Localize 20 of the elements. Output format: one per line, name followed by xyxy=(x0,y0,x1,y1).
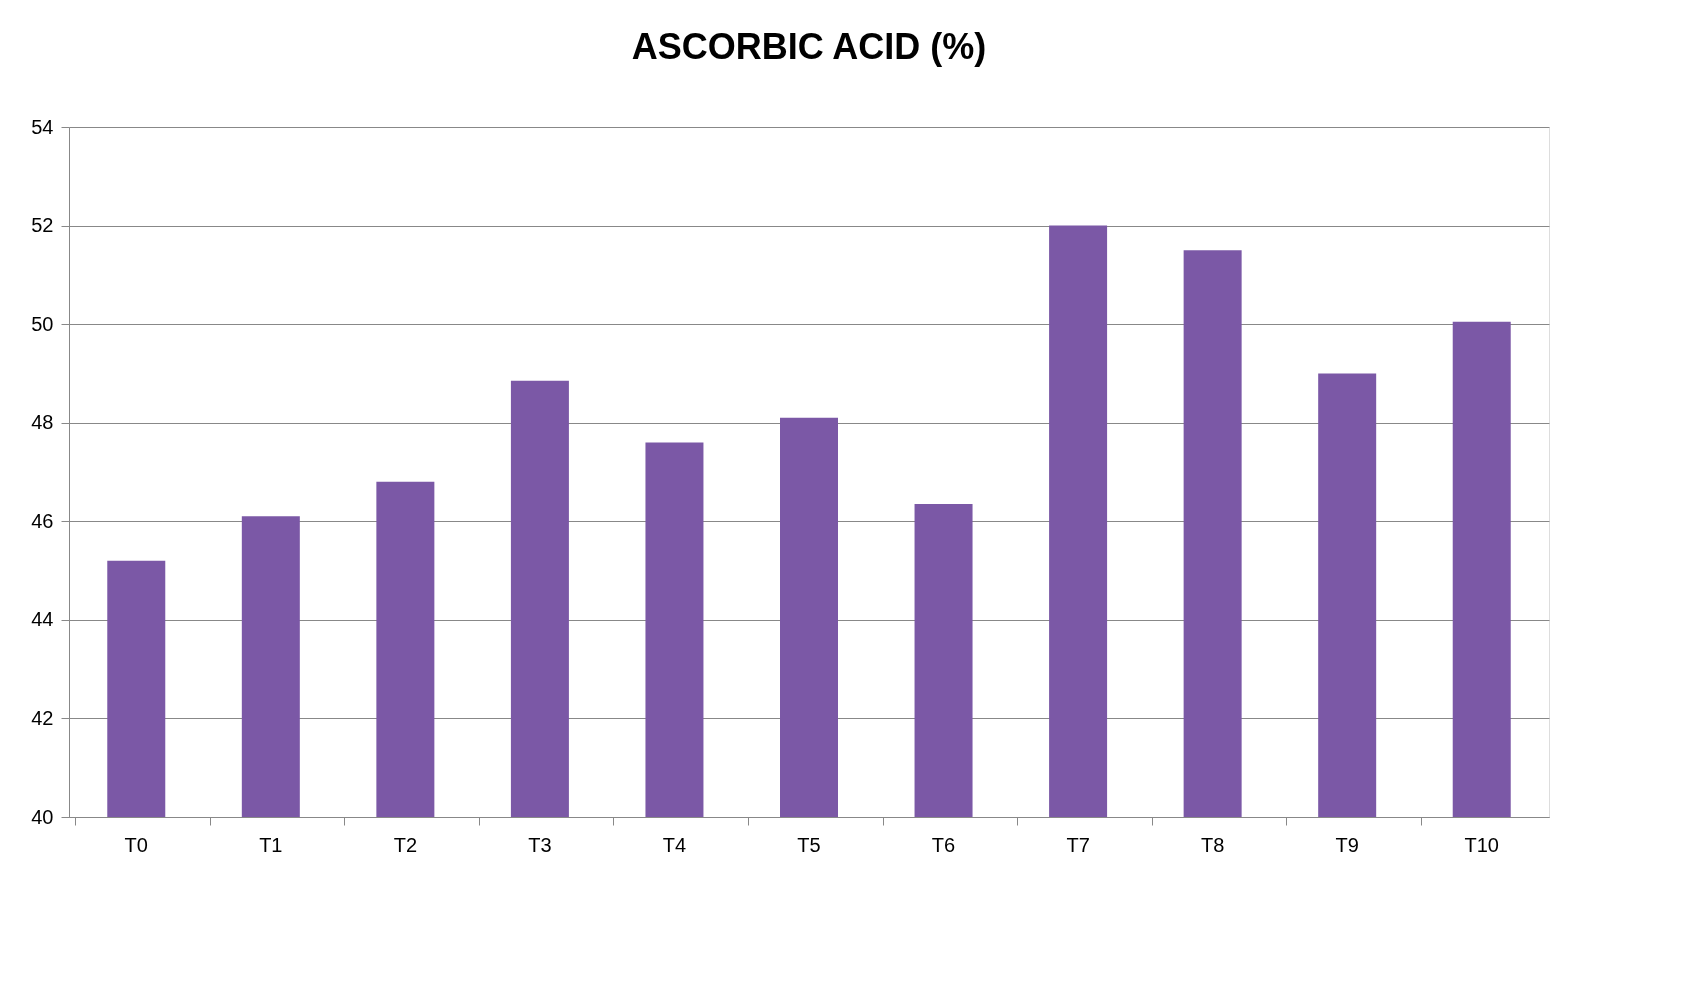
y-tick-label: 52 xyxy=(31,214,54,237)
y-tick-label: 54 xyxy=(31,115,54,138)
x-tick-label: T0 xyxy=(124,833,148,856)
x-tick-label: T8 xyxy=(1200,833,1225,856)
x-tick-label: T2 xyxy=(393,833,418,856)
x-tick-label: T9 xyxy=(1335,833,1359,856)
x-tick-label: T3 xyxy=(528,833,552,856)
x-tick-label: T5 xyxy=(797,833,821,856)
x-tick-label: T4 xyxy=(662,833,687,856)
y-tick-label: 50 xyxy=(31,312,54,335)
x-tick-label: T7 xyxy=(1066,833,1090,856)
y-tick-label: 42 xyxy=(31,706,54,729)
y-tick-label: 40 xyxy=(31,805,54,828)
y-tick-label: 44 xyxy=(31,608,54,631)
y-tick-label: 48 xyxy=(31,411,54,434)
y-tick-label: 46 xyxy=(31,509,54,532)
x-tick-label: T1 xyxy=(259,833,283,856)
chart-title: ASCORBIC ACID (%) xyxy=(631,26,987,67)
x-tick-label: T6 xyxy=(931,833,956,856)
x-tick-label: T10 xyxy=(1464,833,1499,856)
